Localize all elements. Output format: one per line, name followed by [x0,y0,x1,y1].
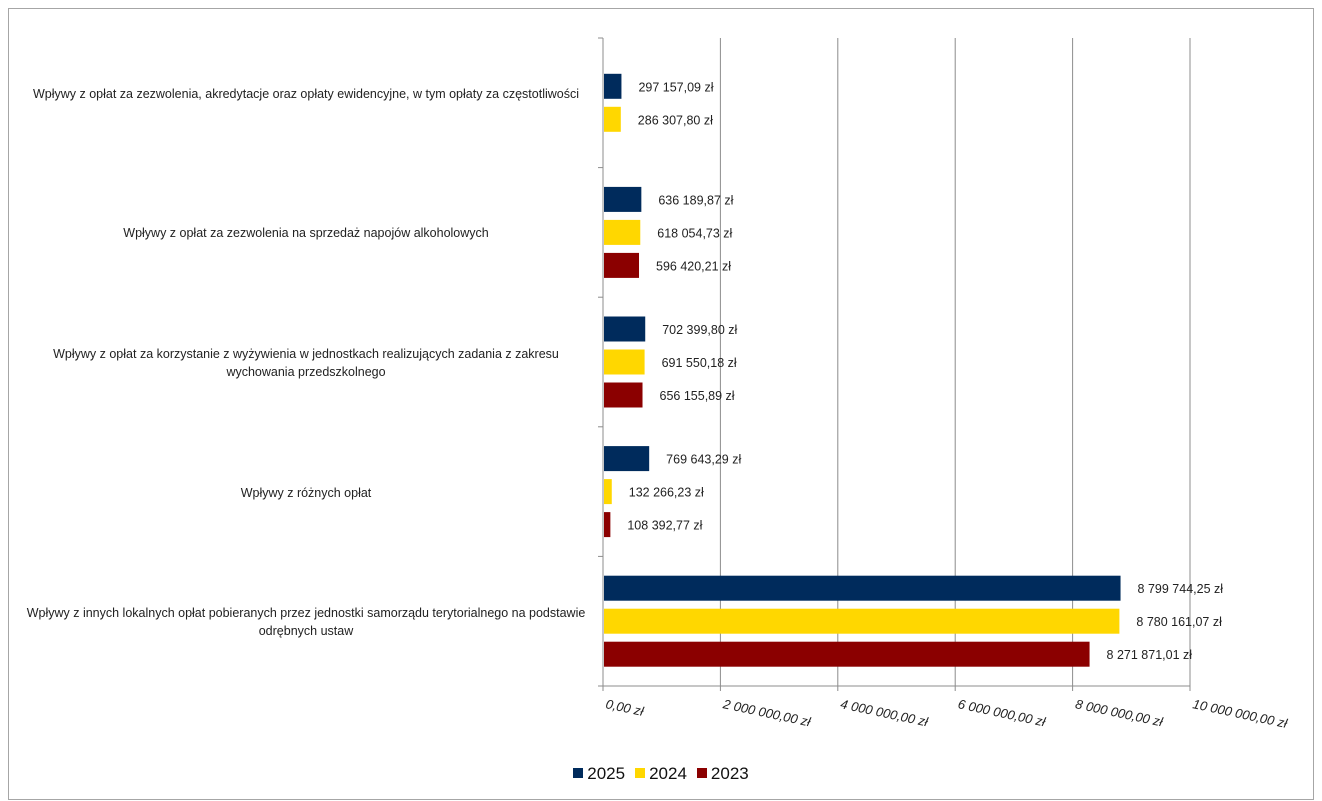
data-label: 8 271 871,01 zł [1107,648,1193,662]
legend-label: 2025 [587,764,626,783]
legend-item-2025: 2025 [573,764,625,784]
bar-2024 [604,106,621,132]
data-label: 769 643,29 zł [666,453,741,467]
bar-2023 [604,641,1090,667]
data-label: 108 392,77 zł [627,519,702,533]
bar-2025 [604,73,622,99]
data-label: 636 189,87 zł [658,193,733,207]
bar-2023 [604,252,640,278]
x-tick-label: 4 000 000,00 zł [839,696,930,729]
bar-2025 [604,446,650,472]
category-label: Wpływy z innych lokalnych opłat pobieran… [26,606,586,638]
bar-2025 [604,186,642,212]
legend-swatch [696,768,707,778]
data-label: 691 550,18 zł [662,356,737,370]
bar-2023 [604,512,611,538]
category-label: Wpływy z opłat za zezwolenia, akredytacj… [32,87,580,101]
chart-frame [8,8,1314,800]
legend-item-2023: 2023 [696,764,749,784]
x-tick-label: 2 000 000,00 zł [721,696,813,730]
x-tick-label: 8 000 000,00 zł [1074,696,1165,729]
data-label: 596 420,21 zł [656,259,731,273]
data-label: 8 780 161,07 zł [1136,615,1222,629]
data-label: 132 266,23 zł [629,486,704,500]
x-tick-label: 0,00 zł [604,696,646,719]
bar-2023 [604,382,643,408]
bar-2025 [604,575,1121,601]
x-tick-label: 10 000 000,00 zł [1191,696,1289,731]
legend: 2025 2024 2023 [0,764,1322,784]
data-labels: 297 157,09 zł 286 307,80 zł 636 189,87 zł 6… [627,80,1223,662]
data-label: 702 399,80 zł [662,323,737,337]
bar-2024 [604,219,641,245]
data-label: 8 799 744,25 zł [1138,582,1224,596]
data-label: 297 157,09 zł [638,80,713,94]
category-label: Wpływy z opłat za zezwolenia na sprzedaż… [123,226,489,240]
legend-item-2024: 2024 [635,764,687,784]
bar-2024 [604,608,1120,634]
legend-swatch [635,768,646,778]
category-label: Wpływy z różnych opłat [240,486,372,500]
data-label: 286 307,80 zł [638,113,713,127]
data-label: 618 054,73 zł [657,226,732,240]
category-label: Wpływy z opłat za korzystanie z wyżywien… [53,347,559,379]
bar-2024 [604,349,645,375]
bars [604,73,1121,667]
data-label: 656 155,89 zł [660,389,735,403]
legend-label: 2023 [710,764,749,783]
bar-2025 [604,316,646,342]
legend-label: 2024 [649,764,687,783]
legend-swatch [573,768,584,778]
bar-2024 [604,479,612,505]
x-tick-label: 6 000 000,00 zł [957,696,1048,729]
